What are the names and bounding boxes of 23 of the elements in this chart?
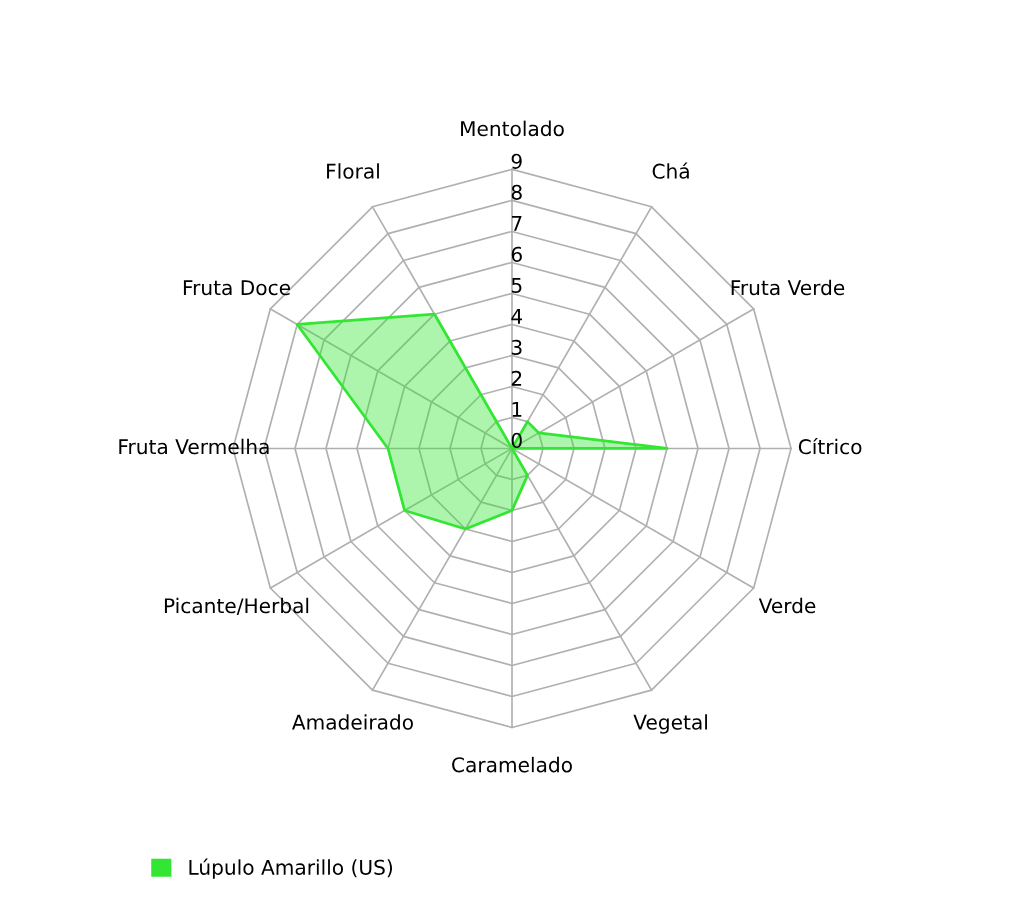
- spoke-label: Caramelado: [452, 756, 572, 773]
- spoke-label: Picante/Herbal: [164, 597, 309, 615]
- y-tick-label: 9: [511, 153, 522, 169]
- y-tick-label: 6: [511, 246, 522, 262]
- y-tick-label: 2: [511, 370, 522, 386]
- spoke-label: Fruta Verde: [731, 279, 845, 296]
- y-tick-label: 8: [511, 184, 522, 200]
- spoke-label: Verde: [758, 597, 816, 614]
- y-tick-label: 7: [512, 215, 522, 231]
- spoke-label: Fruta Doce: [183, 280, 290, 296]
- spoke-label: Amadeirado: [291, 714, 413, 730]
- spoke-label: Cítrico: [798, 437, 862, 455]
- y-tick-label: 0: [511, 432, 522, 448]
- spoke-label: Chá: [652, 162, 689, 179]
- legend-label: Lúpulo Amarillo (US): [189, 858, 393, 879]
- spoke-label: Floral: [327, 163, 379, 179]
- y-tick-label: 1: [512, 402, 522, 417]
- spoke-label: Fruta Vermelha: [119, 438, 269, 455]
- y-tick-label: 3: [511, 339, 522, 355]
- spoke-label: Mentolado: [461, 120, 564, 137]
- y-tick-label: 4: [511, 308, 523, 324]
- y-tick-label: 5: [511, 277, 522, 293]
- spoke-label: Vegetal: [633, 714, 707, 734]
